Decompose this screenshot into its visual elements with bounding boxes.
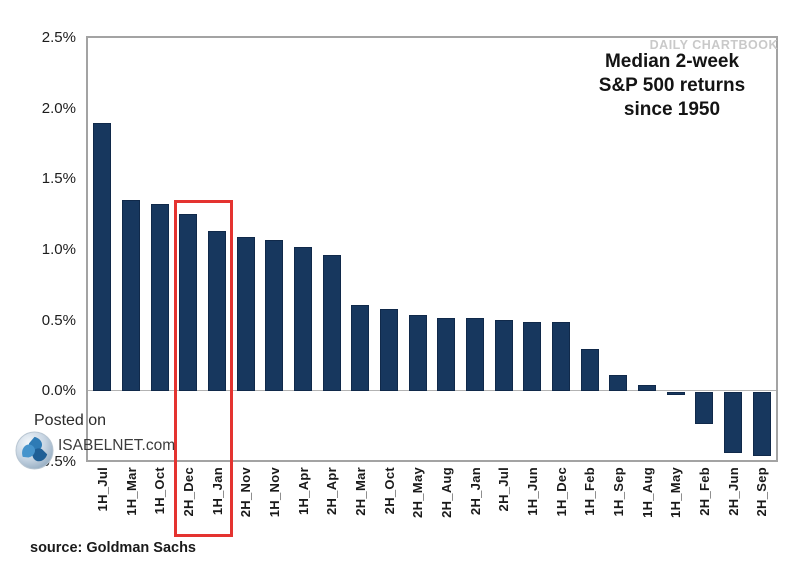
- xlabel-2H_Mar: 2H_Mar: [352, 467, 368, 516]
- xlabel-1H_Jul: 1H_Jul: [94, 467, 110, 512]
- xlabel-1H_Aug: 1H_Aug: [639, 467, 655, 518]
- bar-1H_Jan: [208, 231, 226, 391]
- xlabel-1H_Sep: 1H_Sep: [610, 467, 626, 517]
- bar-2H_Apr: [322, 255, 341, 391]
- xlabel-1H_Dec: 1H_Dec: [553, 467, 569, 517]
- bar-1H_Feb: [580, 348, 599, 391]
- bar-2H_Sep: [752, 392, 771, 456]
- xlabel-1H_Oct: 1H_Oct: [152, 467, 168, 515]
- xlabel-1H_May: 1H_May: [668, 467, 684, 518]
- xlabel-1H_Mar: 1H_Mar: [123, 467, 139, 516]
- bar-1H_Jun: [523, 321, 542, 391]
- bar-1H_May: [666, 392, 685, 395]
- bar-1H_Aug: [638, 385, 656, 391]
- bar-1H_Oct: [150, 204, 169, 391]
- ytick-0.5%: 0.5%: [41, 311, 76, 329]
- isabelnet-site-name: ISABELNET.com: [58, 437, 176, 454]
- highlight-box: [174, 200, 233, 537]
- bars-container: [88, 38, 776, 460]
- chart-title-line3: since 1950: [623, 99, 721, 120]
- daily-chartbook-watermark: DAILY CHARTBOOK: [649, 38, 778, 52]
- xlabel-2H_Apr: 2H_Apr: [324, 467, 340, 516]
- xlabel-2H_Jul: 2H_Jul: [496, 467, 512, 512]
- xlabel-2H_Nov: 2H_Nov: [238, 467, 254, 518]
- plot-area: [86, 36, 778, 462]
- ytick-2.0%: 2.0%: [41, 99, 76, 117]
- bar-2H_Mar: [351, 304, 370, 391]
- bar-1H_Jul: [93, 122, 112, 391]
- chart-title-line2: S&P 500 returns: [598, 75, 746, 96]
- bar-1H_Dec: [552, 321, 570, 391]
- ytick-2.5%: 2.5%: [41, 29, 76, 46]
- chart-title-line1: Median 2-week: [604, 51, 740, 72]
- ytick-1.0%: 1.0%: [41, 240, 76, 258]
- chart-title: Median 2-week S&P 500 returns since 1950: [553, 50, 791, 122]
- xlabel-1H_Apr: 1H_Apr: [295, 467, 311, 516]
- bar-2H_Jun: [724, 392, 742, 453]
- bar-2H_Dec: [179, 214, 198, 391]
- zero-baseline: [88, 390, 776, 391]
- xlabel-1H_Jun: 1H_Jun: [524, 467, 540, 516]
- bar-2H_Jul: [494, 320, 513, 391]
- bar-1H_Nov: [265, 239, 284, 391]
- xlabel-2H_Feb: 2H_Feb: [696, 467, 712, 516]
- xlabel-2H_Aug: 2H_Aug: [438, 467, 454, 518]
- isabelnet-logo-icon: [15, 431, 54, 470]
- bar-2H_Jan: [466, 317, 484, 391]
- ytick-1.5%: 1.5%: [41, 170, 76, 188]
- bar-2H_Nov: [236, 236, 255, 391]
- xlabel-2H_Sep: 2H_Sep: [754, 467, 770, 517]
- posted-on-text: Posted on: [34, 412, 107, 429]
- xlabel-2H_Jan: 2H_Jan: [467, 467, 483, 516]
- ytick-0.0%: 0.0%: [41, 382, 76, 400]
- xlabel-2H_Oct: 2H_Oct: [381, 467, 397, 515]
- xlabel-1H_Nov: 1H_Nov: [266, 467, 282, 518]
- bar-1H_Apr: [294, 246, 312, 391]
- bar-2H_Oct: [380, 309, 398, 391]
- bar-1H_Mar: [122, 200, 140, 391]
- bar-2H_May: [408, 314, 427, 391]
- xlabel-2H_Jun: 2H_Jun: [725, 467, 741, 516]
- bar-2H_Feb: [695, 392, 714, 425]
- xlabel-1H_Feb: 1H_Feb: [582, 467, 598, 516]
- source-attribution: source: Goldman Sachs: [30, 540, 196, 556]
- xlabel-2H_May: 2H_May: [410, 467, 426, 518]
- bar-2H_Aug: [437, 317, 456, 391]
- bar-1H_Sep: [609, 375, 628, 391]
